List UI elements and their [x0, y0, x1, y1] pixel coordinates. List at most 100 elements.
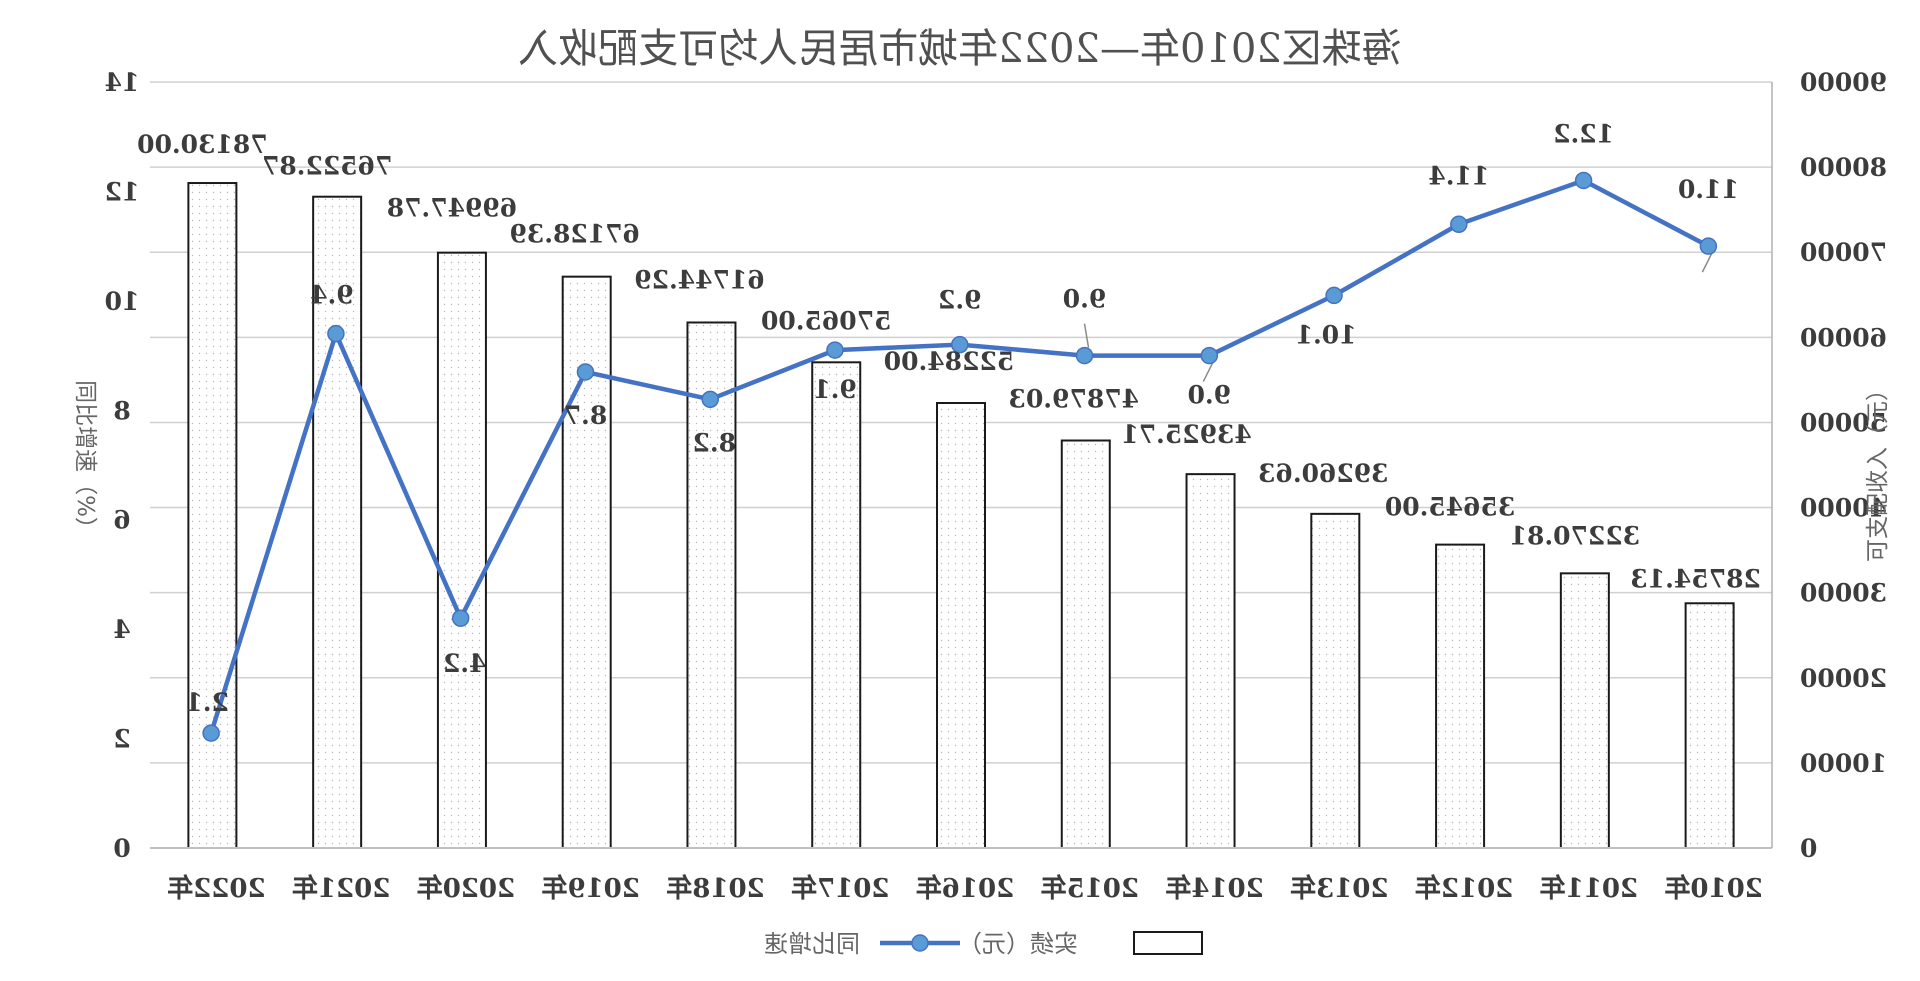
- line-point-2012年: [1450, 215, 1468, 234]
- left-tick-label: 2: [113, 725, 130, 754]
- line-value-label: 12.2: [1553, 119, 1614, 148]
- line-value-label: 9.1: [813, 375, 857, 404]
- x-tick-label: 2014年: [1165, 873, 1263, 904]
- line-point-2019年: [576, 363, 595, 381]
- bar-2011年: [1559, 572, 1610, 849]
- line-series: [202, 171, 1718, 742]
- axes: 2022年 2021年 2020年 2019年 2018年 2017年 2016年 2015年…: [72, 68, 1891, 904]
- line-point-2010年: [1699, 237, 1718, 255]
- x-tick-label: 2020年: [417, 873, 515, 904]
- left-axis-title: 同比增速（%）: [72, 380, 98, 540]
- right-tick-label: 20000: [1800, 664, 1887, 693]
- x-tick-label: 2019年: [542, 873, 640, 904]
- bar-2021年: [312, 195, 363, 850]
- chart-title: 海珠区2010年—2022年城市居民人均可支配收入: [518, 26, 1402, 72]
- line-point-2011年: [1574, 171, 1593, 190]
- legend-bar-swatch: [1133, 931, 1203, 955]
- bar-2015年: [1060, 439, 1111, 849]
- bar-2020年: [436, 251, 487, 849]
- right-tick-label: 60000: [1800, 323, 1887, 352]
- line-value-label: 9.0: [1188, 381, 1232, 410]
- legend-line-label: 同比增速: [764, 930, 860, 958]
- line-value-label: 9.0: [1063, 285, 1107, 314]
- bar-value-label: 67128.39: [509, 220, 639, 249]
- bar-value-label: 32270.81: [1510, 521, 1640, 550]
- line-value-label: 10.1: [1296, 320, 1357, 349]
- leader-line: [1083, 323, 1090, 348]
- line-value-label: 9.4: [310, 281, 354, 310]
- right-tick-label: 0: [1800, 834, 1817, 863]
- right-tick-label: 50000: [1800, 408, 1887, 437]
- bar-value-label: 78130.00: [137, 130, 267, 159]
- bar-2019年: [561, 275, 612, 849]
- x-tick-label: 2018年: [666, 873, 764, 904]
- left-tick-label: 14: [105, 68, 140, 97]
- bar-value-label: 57065.00: [761, 306, 891, 335]
- line-point-2018年: [701, 390, 719, 409]
- line-value-label: 9.2: [938, 286, 982, 315]
- legend: 实绩（元） 同比增速: [764, 930, 1203, 958]
- bar-value-label: 35645.00: [1385, 493, 1515, 522]
- right-tick-label: 90000: [1800, 68, 1887, 97]
- right-tick-label: 40000: [1800, 494, 1887, 523]
- x-tick-label: 2012年: [1415, 873, 1513, 904]
- x-tick-label: 2015年: [1041, 873, 1139, 904]
- legend-line-marker: [911, 934, 929, 952]
- bar-2014年: [1185, 473, 1236, 849]
- line-value-label: 11.0: [1678, 175, 1739, 204]
- line-value-label: 2.1: [185, 688, 229, 717]
- bar-2012年: [1435, 543, 1486, 850]
- bar-2016年: [936, 402, 986, 849]
- right-axis-title: 可支配收入（元）: [1865, 378, 1891, 562]
- left-tick-label: 12: [105, 177, 140, 206]
- bar-2022年: [187, 182, 238, 849]
- x-tick-label: 2022年: [167, 873, 265, 904]
- line-value-label: 11.4: [1428, 161, 1489, 190]
- bar-2017年: [811, 361, 862, 849]
- line-point-2016年: [951, 335, 969, 354]
- leader-line: [1202, 361, 1214, 382]
- x-tick-label: 2017年: [791, 873, 889, 904]
- line-point-2014年: [1200, 346, 1219, 365]
- left-tick-label: 8: [113, 396, 130, 425]
- bar-value-label: 76522.87: [262, 152, 392, 181]
- x-tick-label: 2016年: [916, 873, 1014, 904]
- x-tick-label: 2011年: [1540, 873, 1638, 904]
- left-tick-label: 4: [113, 615, 130, 644]
- line-point-2021年: [327, 324, 345, 343]
- right-tick-label: 10000: [1800, 749, 1887, 778]
- line-point-2015年: [1075, 346, 1094, 365]
- bar-value-label: 43925.71: [1121, 420, 1251, 449]
- line-point-2020年: [451, 609, 470, 627]
- x-tick-label: 2021年: [292, 873, 390, 904]
- legend-bar-label: 实绩（元）: [958, 930, 1078, 958]
- x-tick-label: 2013年: [1290, 873, 1388, 904]
- line-point-2013年: [1325, 286, 1343, 305]
- right-tick-label: 80000: [1800, 153, 1887, 182]
- line-value-label: 8.7: [564, 401, 608, 430]
- line-value-label: 4.2: [443, 649, 487, 678]
- bar-value-label: 69947.78: [387, 194, 517, 223]
- left-tick-label: 6: [113, 506, 130, 535]
- bar-value-label: 47879.03: [1009, 384, 1139, 413]
- x-tick-label: 2010年: [1664, 873, 1762, 904]
- bar-2018年: [686, 321, 737, 849]
- right-tick-label: 70000: [1800, 238, 1887, 267]
- line-point-2022年: [202, 724, 220, 742]
- bar-value-label: 28754.13: [1630, 564, 1760, 593]
- bar-2013年: [1310, 512, 1361, 849]
- bar-value-label: 61744.29: [634, 265, 764, 294]
- leader-line: [1701, 251, 1714, 273]
- line-value-label: 8.2: [692, 428, 736, 457]
- right-tick-label: 30000: [1800, 579, 1887, 608]
- line-point-2017年: [826, 341, 844, 359]
- bar-2010年: [1684, 602, 1735, 849]
- bar-value-label: 52284.00: [884, 347, 1014, 376]
- left-tick-label: 0: [113, 834, 130, 863]
- bar-value-label: 39260.63: [1258, 459, 1388, 488]
- left-tick-label: 10: [105, 287, 140, 316]
- leader-lines: [1083, 251, 1714, 382]
